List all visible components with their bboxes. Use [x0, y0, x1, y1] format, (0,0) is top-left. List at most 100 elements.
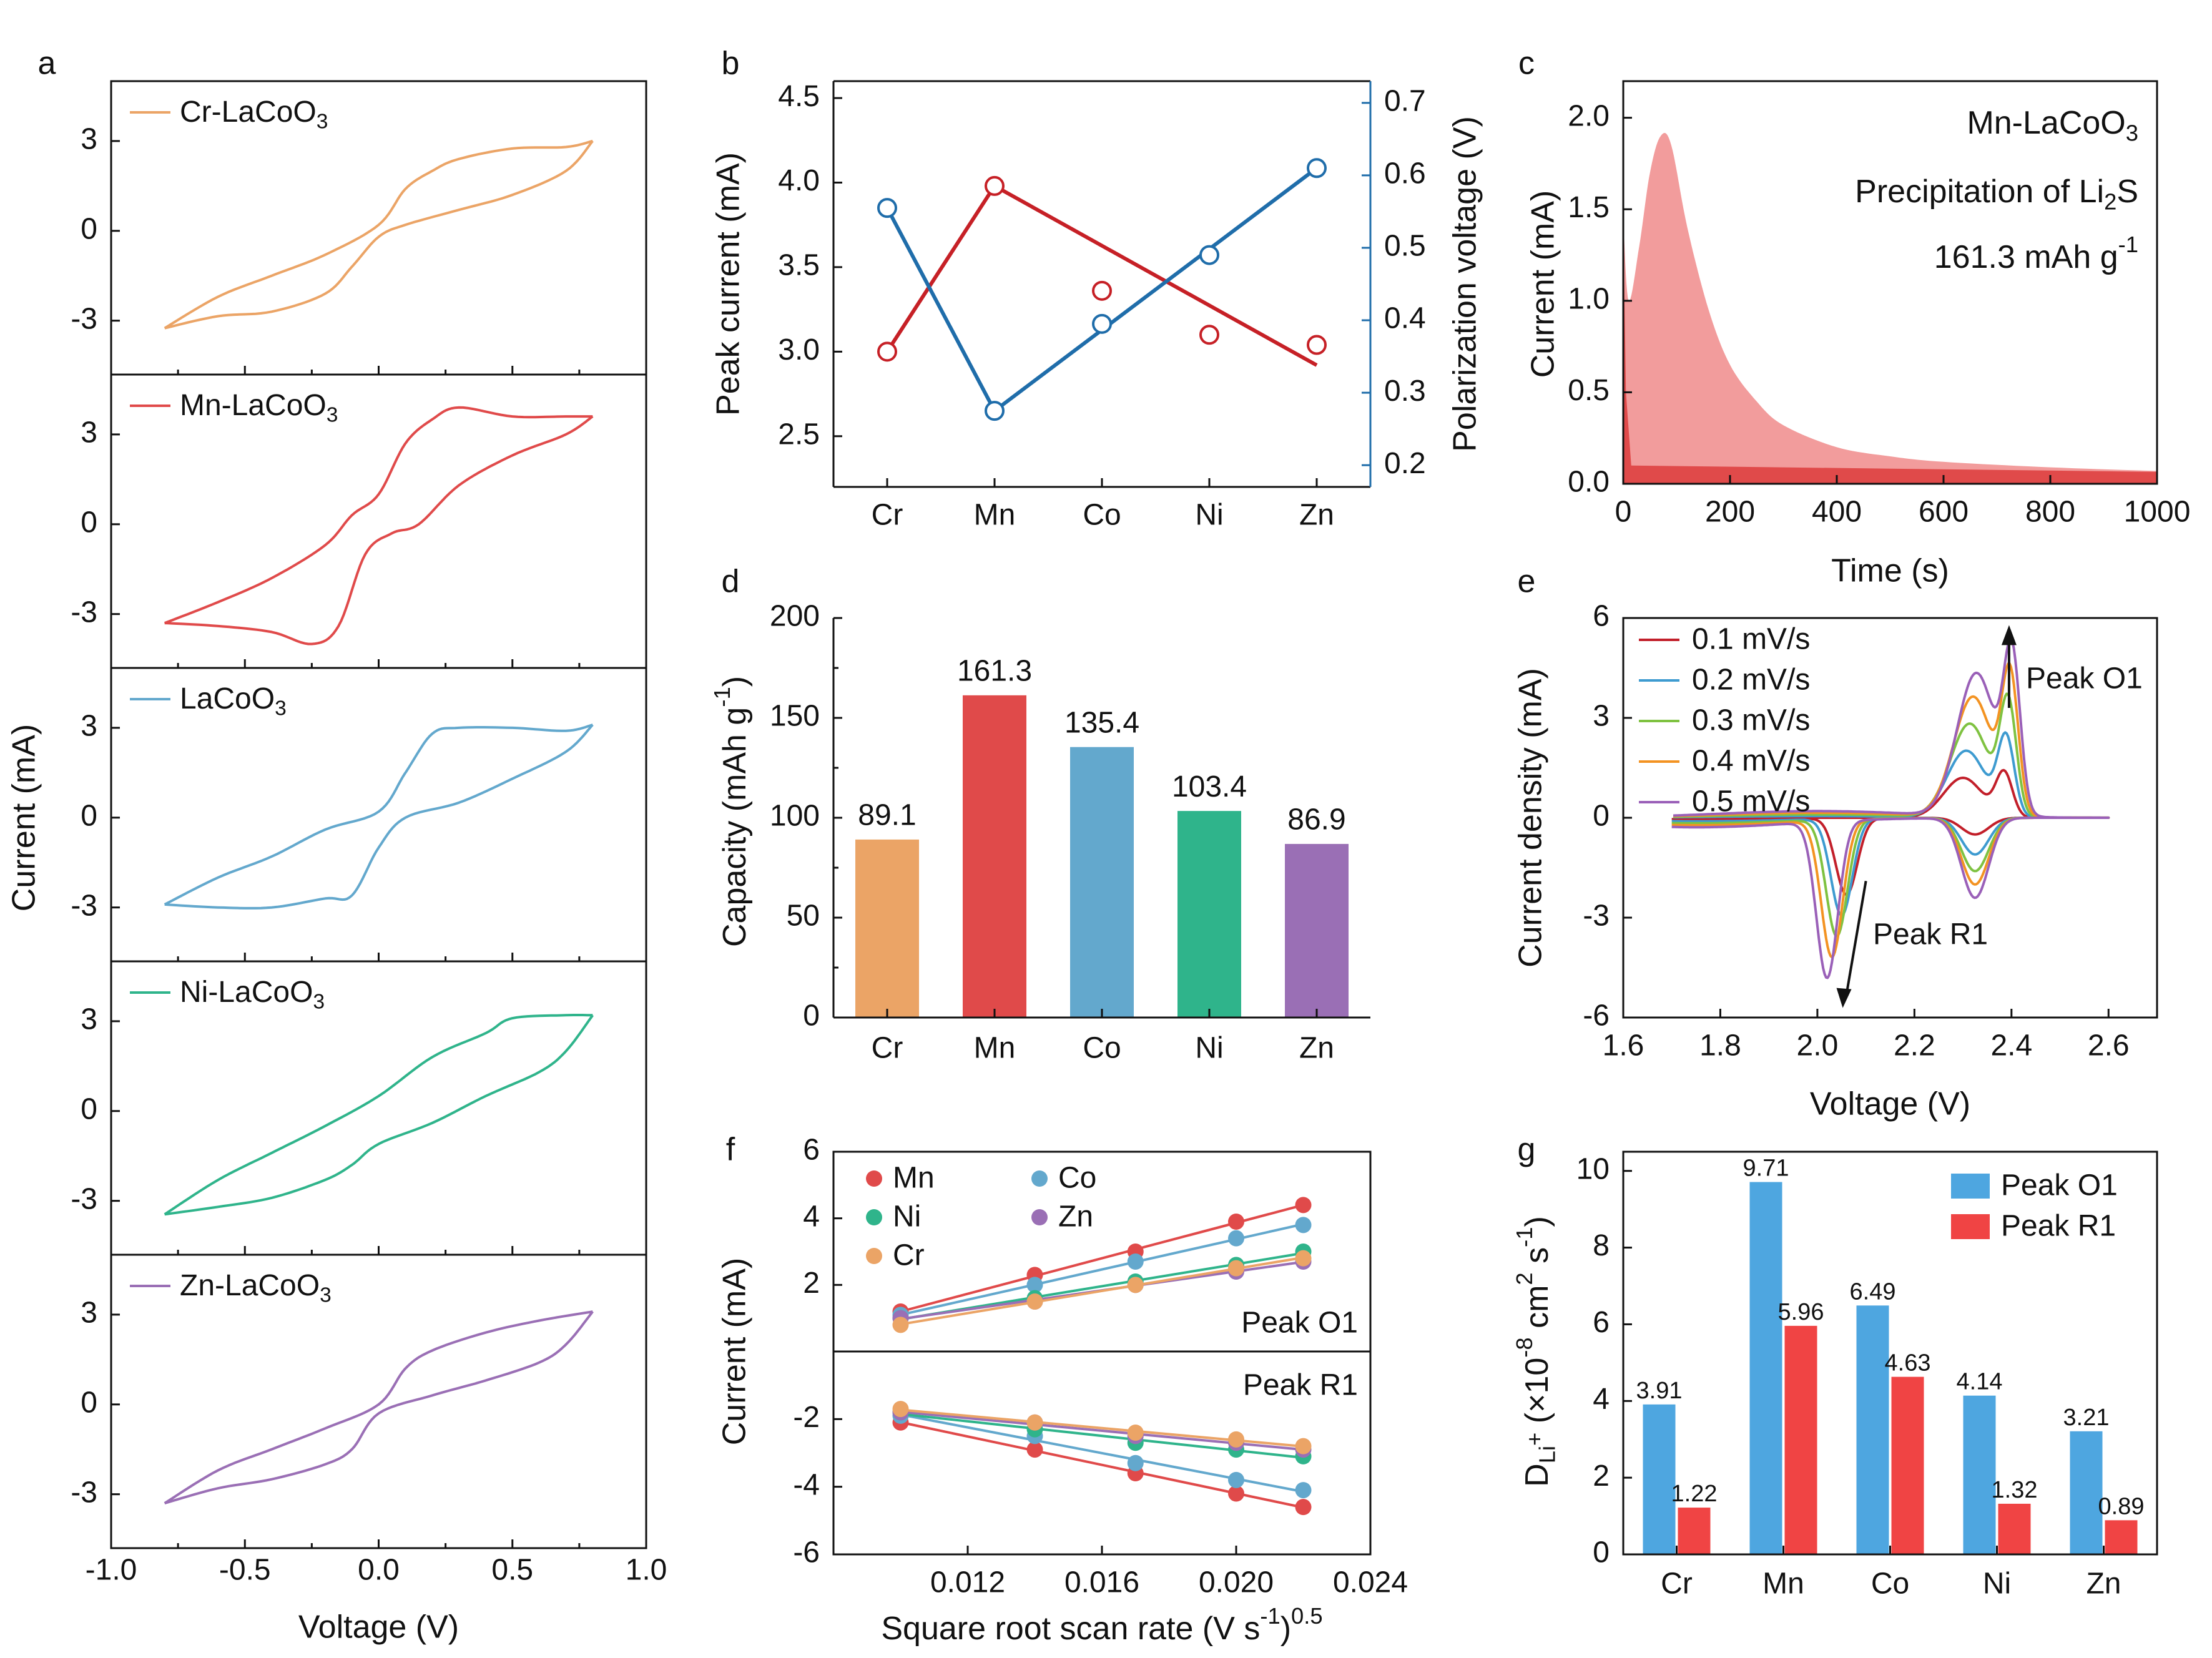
bar-value-label: 161.3: [957, 655, 1032, 688]
legend-entry: 0.5 mV/s: [1692, 785, 1810, 818]
bar-value-label: 86.9: [1287, 803, 1345, 836]
x-tick-label: 0: [1615, 496, 1632, 529]
diffusion-bar: [1856, 1305, 1889, 1554]
y-tick-label: 3: [81, 123, 97, 156]
data-point-o1: [1127, 1277, 1144, 1293]
y-tick-label: 0: [81, 1386, 97, 1419]
bar-value-label: 5.96: [1778, 1299, 1824, 1325]
x-tick-label: Co: [1083, 499, 1121, 532]
x-tick-label: 0.020: [1199, 1566, 1274, 1599]
text-span: cm: [1519, 1285, 1555, 1338]
text-span: Li: [1534, 1446, 1560, 1463]
x-tick-label: Zn: [1299, 1032, 1334, 1065]
data-point-r1: [1026, 1441, 1043, 1458]
x-tick-label: 2.4: [1990, 1029, 2032, 1062]
x-tick-label: Co: [1871, 1567, 1909, 1601]
text-span: -1: [2118, 232, 2138, 257]
text-span: D: [1519, 1463, 1555, 1487]
text-span: Ni-LaCoO: [180, 976, 313, 1009]
peak-current-point: [1199, 325, 1219, 345]
diffusion-bar: [1963, 1395, 1996, 1554]
y-tick-label: -6: [793, 1536, 820, 1569]
polarization-point: [1199, 245, 1219, 265]
y-tick-label: 0: [1593, 800, 1610, 833]
legend-marker: [1031, 1170, 1048, 1187]
text-span: ): [717, 676, 753, 687]
y-tick-label: 8: [1593, 1229, 1610, 1262]
legend-entry: Zn: [1058, 1200, 1093, 1234]
cv-lower-branch: [164, 1014, 594, 1216]
legend-entry: Cr: [893, 1239, 925, 1272]
text-span: (×10: [1519, 1358, 1555, 1433]
data-point-r1: [1127, 1454, 1144, 1471]
data-point-r1: [1295, 1482, 1312, 1499]
x-tick-label: 0.016: [1064, 1566, 1139, 1599]
y-tick-label: 0: [81, 506, 97, 539]
cv-curve: [1671, 637, 2110, 979]
peak-current-trend: [885, 184, 1318, 367]
y-tick-label: -3: [71, 596, 97, 629]
text-span: -1: [1512, 1227, 1537, 1247]
polarization-point: [877, 198, 897, 218]
x-tick-label: 200: [1705, 496, 1755, 529]
text-span: -8: [1512, 1337, 1537, 1357]
capacity-bar: [1177, 811, 1241, 1018]
data-point-r1: [1295, 1438, 1312, 1454]
diffusion-bar: [1891, 1376, 1924, 1554]
y2-tick-label: 0.7: [1384, 84, 1426, 117]
data-point-o1: [892, 1317, 909, 1333]
legend-marker: [866, 1209, 882, 1225]
bar-value-label: 135.4: [1064, 706, 1139, 739]
diffusion-bar: [1784, 1325, 1817, 1554]
text-span: Square root scan rate (V s: [881, 1611, 1260, 1647]
y-tick-label: 150: [770, 700, 820, 733]
y-axis-label: Current (mA): [1525, 190, 1561, 378]
capacity-bar: [963, 695, 1026, 1018]
y-tick-label: 10: [1576, 1152, 1610, 1185]
legend-marker: [866, 1248, 882, 1264]
x-tick-label: 400: [1812, 496, 1862, 529]
bar-value-label: 1.22: [1671, 1481, 1718, 1507]
y-tick-label: -3: [71, 1476, 97, 1509]
bar-value-label: 6.49: [1850, 1278, 1896, 1305]
bar-value-label: 89.1: [858, 799, 916, 832]
y-tick-label: 3: [1593, 700, 1610, 733]
text-span: s: [1519, 1247, 1555, 1272]
y2-tick-label: 0.2: [1384, 447, 1426, 480]
y-tick-label: 2.5: [778, 418, 820, 451]
panel-text-o1: Peak O1: [1241, 1307, 1358, 1340]
polarization-point: [985, 401, 1005, 421]
bar-value-label: 1.32: [1992, 1477, 2038, 1503]
peak-current-point: [1092, 280, 1112, 301]
text-span: -1: [1260, 1603, 1280, 1629]
legend-entry: Peak O1: [2001, 1169, 2118, 1202]
y-tick-label: 3: [81, 416, 97, 449]
annotation-peak-r1: Peak R1: [1873, 918, 1988, 951]
text-span: Cr-LaCoO: [180, 96, 317, 129]
y-axis-label: Peak current (mA): [710, 152, 747, 416]
y-tick-label: 3: [81, 1297, 97, 1330]
legend-entry: Mn: [893, 1162, 935, 1195]
cv-upper-branch: [164, 1310, 593, 1504]
text-span: 3: [320, 1283, 332, 1307]
legend-marker: [1031, 1209, 1048, 1225]
bar-value-label: 0.89: [2098, 1493, 2145, 1519]
data-point-r1: [1026, 1414, 1043, 1431]
x-tick-label: Cr: [872, 499, 903, 532]
x-axis-label: Time (s): [1831, 553, 1949, 589]
bar-value-label: 3.21: [2063, 1405, 2110, 1431]
capacity-bar: [1070, 747, 1134, 1018]
y-tick-label: -3: [71, 302, 97, 335]
data-point-o1: [1228, 1260, 1244, 1277]
data-point-o1: [1295, 1217, 1312, 1234]
data-point-o1: [1127, 1253, 1144, 1270]
diffusion-bar: [1678, 1508, 1711, 1554]
cv-lower-branch: [164, 1310, 594, 1505]
text-span: Zn-LaCoO: [180, 1269, 320, 1302]
legend-entry: Cr-LaCoO3: [180, 96, 328, 134]
x-tick-label: Mn: [1762, 1567, 1804, 1601]
y-tick-label: 4: [803, 1200, 820, 1233]
annotation-process: Precipitation of Li2S: [1855, 174, 2138, 214]
y-tick-label: 2: [803, 1267, 820, 1300]
